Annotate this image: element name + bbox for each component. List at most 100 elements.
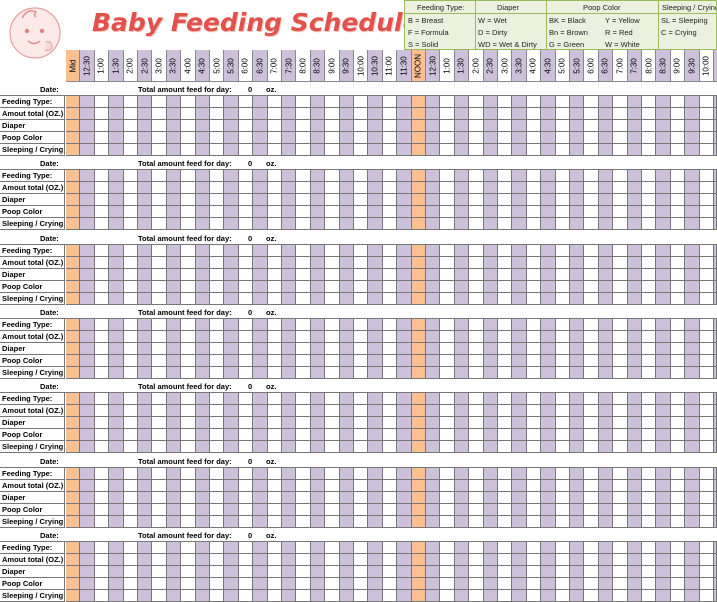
entry-cell[interactable] [325,577,340,590]
entry-cell[interactable] [498,206,513,219]
entry-cell[interactable] [498,244,513,257]
entry-cell[interactable] [483,256,498,269]
entry-cell[interactable] [483,393,498,406]
entry-cell[interactable] [642,96,657,108]
entry-cell[interactable] [454,366,470,379]
entry-cell[interactable] [642,354,657,367]
entry-cell[interactable] [66,268,81,281]
entry-cell[interactable] [138,292,153,305]
entry-cell[interactable] [483,182,498,195]
entry-cell[interactable] [296,194,311,207]
entry-cell[interactable] [138,218,153,231]
entry-cell[interactable] [354,565,369,578]
entry-cell[interactable] [627,541,642,554]
entry-cell[interactable] [123,144,138,156]
entry-cell[interactable] [454,342,470,355]
entry-cell[interactable] [310,503,326,516]
entry-cell[interactable] [368,417,383,430]
entry-cell[interactable] [613,194,628,207]
entry-cell[interactable] [354,330,369,343]
entry-cell[interactable] [685,206,700,219]
entry-cell[interactable] [138,244,153,257]
entry-cell[interactable] [181,330,196,343]
entry-cell[interactable] [454,108,470,120]
entry-cell[interactable] [152,577,167,590]
entry-cell[interactable] [267,280,282,293]
entry-cell[interactable] [195,170,210,183]
entry-cell[interactable] [397,182,412,195]
entry-cell[interactable] [310,108,326,120]
entry-cell[interactable] [570,108,585,120]
entry-cell[interactable] [80,577,95,590]
entry-cell[interactable] [238,515,254,528]
entry-cell[interactable] [454,292,470,305]
entry-cell[interactable] [512,132,527,144]
entry-cell[interactable] [526,96,542,108]
entry-cell[interactable] [613,120,628,132]
entry-cell[interactable] [80,366,95,379]
entry-cell[interactable] [282,342,297,355]
entry-cell[interactable] [181,565,196,578]
entry-cell[interactable] [642,108,657,120]
entry-cell[interactable] [512,479,527,492]
entry-cell[interactable] [368,342,383,355]
entry-cell[interactable] [526,366,542,379]
entry-cell[interactable] [224,393,239,406]
entry-cell[interactable] [382,405,398,418]
entry-cell[interactable] [296,491,311,504]
entry-cell[interactable] [411,268,426,281]
entry-cell[interactable] [66,342,81,355]
entry-cell[interactable] [397,577,412,590]
entry-cell[interactable] [325,553,340,566]
entry-cell[interactable] [685,268,700,281]
entry-cell[interactable] [210,441,225,454]
entry-cell[interactable] [195,503,210,516]
entry-cell[interactable] [382,342,398,355]
entry-cell[interactable] [512,366,527,379]
entry-cell[interactable] [440,170,455,183]
entry-cell[interactable] [368,120,383,132]
entry-cell[interactable] [368,503,383,516]
entry-cell[interactable] [354,366,369,379]
entry-cell[interactable] [469,405,484,418]
entry-cell[interactable] [80,218,95,231]
entry-cell[interactable] [166,405,182,418]
entry-cell[interactable] [498,467,513,480]
entry-cell[interactable] [584,206,599,219]
entry-cell[interactable] [483,515,498,528]
entry-cell[interactable] [94,503,110,516]
entry-cell[interactable] [267,132,282,144]
entry-cell[interactable] [224,441,239,454]
entry-cell[interactable] [656,194,671,207]
entry-cell[interactable] [541,318,556,331]
entry-cell[interactable] [598,565,614,578]
entry-cell[interactable] [310,429,326,442]
entry-cell[interactable] [382,194,398,207]
entry-cell[interactable] [339,132,354,144]
entry-cell[interactable] [310,292,326,305]
entry-cell[interactable] [498,541,513,554]
entry-cell[interactable] [109,417,124,430]
entry-cell[interactable] [426,441,441,454]
entry-cell[interactable] [152,268,167,281]
entry-cell[interactable] [354,194,369,207]
entry-cell[interactable] [440,417,455,430]
entry-cell[interactable] [282,366,297,379]
entry-cell[interactable] [80,503,95,516]
entry-cell[interactable] [94,553,110,566]
entry-cell[interactable] [598,429,614,442]
entry-cell[interactable] [512,194,527,207]
entry-cell[interactable] [613,132,628,144]
entry-cell[interactable] [382,182,398,195]
entry-cell[interactable] [195,206,210,219]
entry-cell[interactable] [325,467,340,480]
entry-cell[interactable] [224,503,239,516]
entry-cell[interactable] [656,318,671,331]
entry-cell[interactable] [109,342,124,355]
entry-cell[interactable] [670,244,686,257]
entry-cell[interactable] [368,144,383,156]
entry-cell[interactable] [210,553,225,566]
entry-cell[interactable] [483,354,498,367]
entry-cell[interactable] [483,330,498,343]
entry-cell[interactable] [483,503,498,516]
